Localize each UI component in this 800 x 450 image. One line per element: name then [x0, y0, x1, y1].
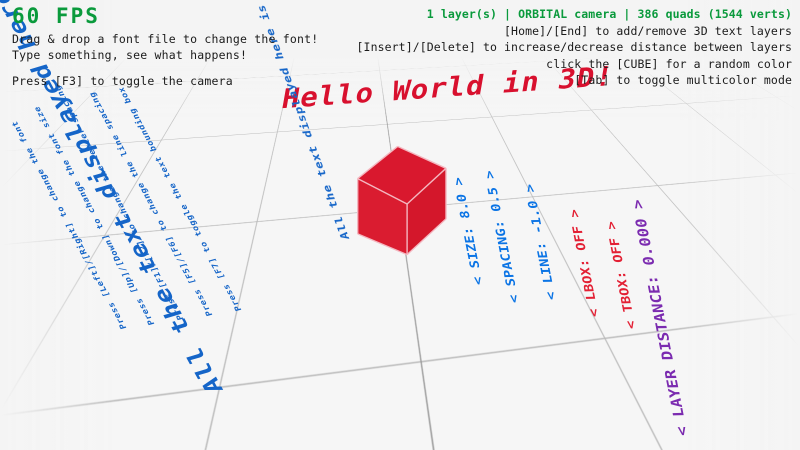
hud-right-block: 1 layer(s) | ORBITAL camera | 386 quads … — [357, 6, 792, 89]
hud-spacer — [12, 63, 318, 73]
hint-type: Type something, see what happens! — [12, 48, 248, 62]
scene-stats: 1 layer(s) | ORBITAL camera | 386 quads … — [426, 7, 792, 21]
cube-button[interactable] — [352, 143, 447, 258]
hint-drag-drop: Drag & drop a font file to change the fo… — [12, 32, 319, 46]
hint-layer-distance: [Insert]/[Delete] to increase/decrease d… — [356, 40, 792, 54]
fps-counter: 60 FPS — [12, 4, 100, 28]
hint-camera: Press [F3] to toggle the camera — [12, 74, 233, 88]
hud-left-block: Drag & drop a font file to change the fo… — [12, 31, 318, 89]
cube-wireframe — [356, 145, 447, 256]
hint-multicolor: [Tab] to toggle multicolor mode — [574, 73, 792, 87]
hint-cube-color: click the [CUBE] for a random color — [546, 56, 792, 71]
hint-layers: [Home]/[End] to add/remove 3D text layer… — [504, 23, 792, 38]
